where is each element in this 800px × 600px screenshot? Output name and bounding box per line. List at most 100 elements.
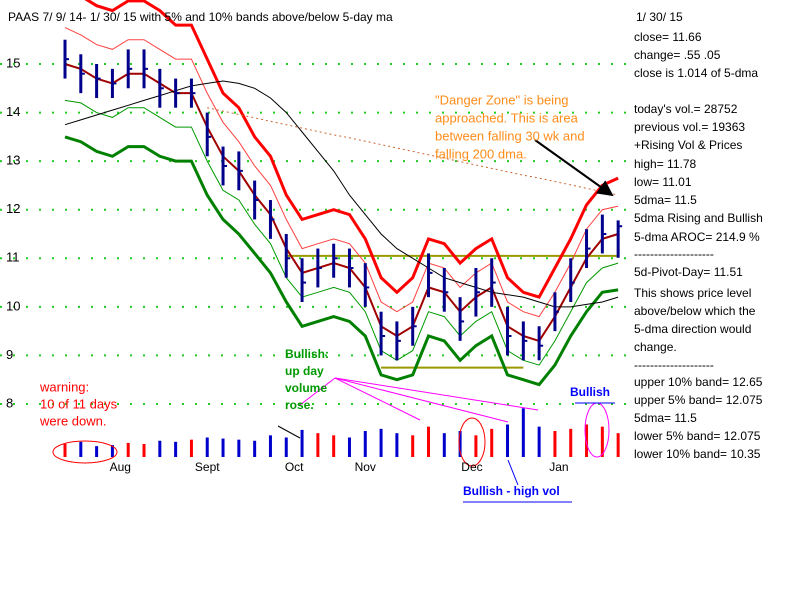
info-line: -------------------- [634, 247, 714, 261]
y-tick-label: 8 [6, 395, 13, 410]
annotation: Bullish - high vol [463, 484, 560, 498]
info-line: previous vol.= 19363 [634, 120, 745, 134]
info-line: today's vol.= 28752 [634, 102, 738, 116]
volume-bar [158, 440, 162, 457]
pointer [507, 459, 519, 486]
annotations: Bullish Bullish - high vol "Danger Zone"… [39, 92, 615, 503]
annotation: volume [285, 381, 327, 395]
annotation: up day [285, 364, 324, 378]
pointer [334, 377, 509, 423]
pointer [334, 377, 421, 421]
volume-bar [253, 440, 257, 457]
volume-bar [585, 424, 589, 457]
volume-bar [221, 438, 225, 457]
volume-bar [490, 428, 494, 457]
info-line: low= 11.01 [634, 175, 692, 189]
line-series [207, 107, 619, 196]
x-tick-label: Aug [110, 460, 131, 474]
y-tick-label: 12 [6, 201, 20, 216]
line-series [84, 0, 619, 299]
annotation: "Danger Zone" is being [435, 92, 569, 107]
volume-bar [347, 437, 351, 457]
arrow [534, 139, 614, 197]
volume-bar [458, 431, 462, 457]
volume-bar [205, 437, 209, 457]
volume-bar [332, 435, 336, 457]
volume-bar [379, 428, 383, 457]
volume-bar [474, 435, 478, 457]
y-tick-label: 13 [6, 153, 20, 168]
volume-bar [363, 431, 367, 457]
pointer [334, 377, 539, 411]
y-tick-label: 9 [6, 347, 13, 362]
info-line: -------------------- [634, 358, 714, 372]
volume-bar [569, 428, 573, 457]
y-tick-label: 10 [6, 298, 20, 313]
y-tick-label: 15 [6, 55, 20, 70]
annotation: Bullish [570, 385, 610, 399]
highlight [584, 402, 610, 458]
line-series [64, 63, 619, 343]
annotation: warning: [39, 379, 89, 394]
volume-bar [616, 433, 620, 457]
volume-bar [284, 437, 288, 457]
x-tick-label: Oct [285, 460, 304, 474]
info-line: close is 1.014 of 5-dma [634, 66, 758, 80]
volume-bar [411, 435, 415, 457]
info-panel: close= 11.66 change= .55 .05 close is 1.01… [634, 30, 763, 461]
volume-bar [237, 439, 241, 457]
volume-bar [506, 424, 510, 457]
volume-bar [110, 445, 114, 457]
x-tick-label: Jan [549, 460, 568, 474]
highlight [52, 440, 118, 464]
annotation: approached. This is area [435, 110, 579, 125]
volume-bar [63, 444, 67, 457]
info-line: change. [634, 340, 677, 354]
volume-area [63, 408, 620, 457]
chart-title: PAAS 7/ 9/ 14- 1/ 30/ 15 with 5% and 10%… [8, 10, 393, 24]
volume-bar [174, 441, 178, 457]
volume-bar [300, 429, 304, 457]
annotation: falling 200 dma. [435, 146, 527, 161]
volume-bar [79, 441, 83, 457]
volume-bar [426, 426, 430, 457]
volume-bar [537, 426, 541, 457]
annotation: between falling 30 wk and [435, 128, 585, 143]
info-line: change= .55 .05 [634, 48, 721, 62]
volume-bar [521, 408, 525, 457]
date: 1/ 30/ 15 [636, 10, 683, 24]
annotation: 10 of 11 days [40, 396, 118, 411]
annotation: rose. [285, 398, 314, 412]
info-line: +Rising Vol & Prices [634, 138, 742, 152]
line-series [64, 80, 619, 308]
line-series [64, 27, 619, 318]
x-tick-label: Sept [195, 460, 220, 474]
info-line: above/below which the [634, 304, 756, 318]
info-line: 5-dma direction would [634, 322, 751, 336]
volume-bar [600, 426, 604, 457]
volume-bar [126, 442, 130, 457]
info-line: 5dma= 11.5 [634, 193, 697, 207]
info-line: This shows price level [634, 286, 751, 300]
info-line: 5dma= 11.5 [634, 411, 697, 425]
volume-bar [142, 444, 146, 457]
y-tick-label: 14 [6, 104, 20, 119]
annotation: were down. [39, 413, 106, 428]
volume-bar [316, 433, 320, 457]
line-series [64, 135, 619, 387]
info-line: 5d-Pivot-Day= 11.51 [634, 265, 743, 279]
volume-bar [553, 431, 557, 457]
volume-bar [268, 435, 272, 457]
info-line: upper 5% band= 12.075 [634, 393, 763, 407]
volume-bar [189, 439, 193, 457]
highlight [458, 417, 486, 467]
info-line: lower 10% band= 10.35 [634, 447, 761, 461]
x-tick-label: Dec [461, 460, 482, 474]
volume-bar [442, 433, 446, 457]
y-tick-label: 11 [6, 250, 20, 265]
info-line: close= 11.66 [634, 30, 702, 44]
info-line: 5-dma AROC= 214.9 % [634, 230, 760, 244]
pointer [299, 377, 336, 406]
info-line: lower 5% band= 12.075 [634, 429, 761, 443]
